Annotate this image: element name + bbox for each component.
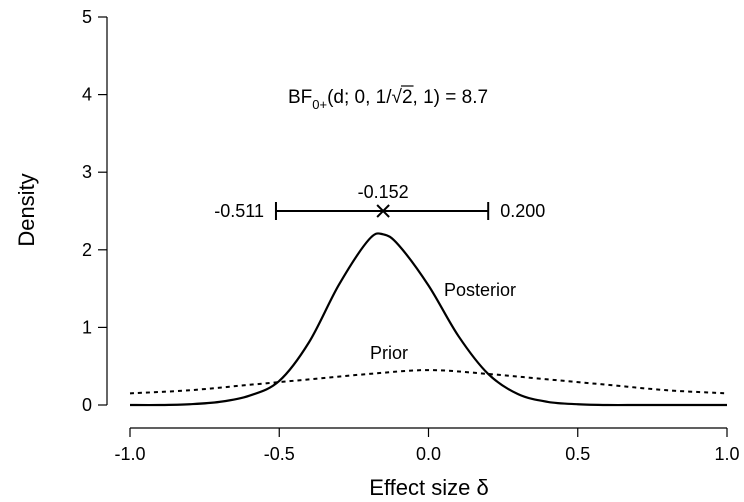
y-tick-label: 4 [82,85,92,105]
bf-sqrt-arg: 2 [402,87,413,108]
x-axis-title: Effect size δ [369,475,488,500]
x-tick-label: 1.0 [714,444,739,464]
y-axis: 0 1 2 3 4 5 [82,7,108,415]
bf-sqrt-symbol: √ [392,87,403,108]
y-tick-label: 0 [82,395,92,415]
posterior-curve [129,232,727,407]
x-tick-label: 0.0 [416,444,441,464]
prior-curve [129,369,728,395]
bayes-factor-label: BF0+(d; 0, 1/√2, 1) = 8.7 [288,87,488,112]
y-axis-title: Density [14,173,39,246]
x-tick-label: -1.0 [114,444,145,464]
posterior-label: Posterior [444,280,516,300]
x-axis: -1.0 -0.5 0.0 0.5 1.0 [114,427,740,464]
x-tick-label: -0.5 [264,444,295,464]
x-tick-label: 0.5 [565,444,590,464]
ci-median-marker [376,204,390,218]
bf-args-start: (d; 0, 1/ [327,87,392,108]
y-tick-label: 5 [82,7,92,27]
series-layer [129,232,728,407]
prior-label: Prior [370,343,408,363]
ci-upper-label: 0.200 [500,201,545,221]
credible-interval: -0.511 0.200 -0.152 [214,182,545,221]
bf-prefix: BF [288,87,312,108]
y-tick-label: 1 [82,317,92,337]
bf-subscript: 0+ [312,97,327,112]
bf-args-end: , 1) = 8.7 [413,87,489,108]
ci-lower-label: -0.511 [214,201,264,221]
y-tick-label: 3 [82,162,92,182]
ci-median-label: -0.152 [358,182,409,202]
y-tick-label: 2 [82,240,92,260]
